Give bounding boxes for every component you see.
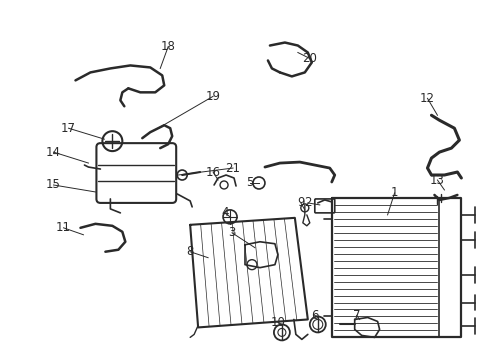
Text: 7: 7 xyxy=(352,309,360,322)
Text: 11: 11 xyxy=(56,221,71,234)
Text: 1: 1 xyxy=(390,186,398,199)
Text: 15: 15 xyxy=(46,179,61,192)
Text: 13: 13 xyxy=(429,174,444,186)
Text: 14: 14 xyxy=(46,145,61,159)
Text: 16: 16 xyxy=(205,166,220,179)
Text: 2: 2 xyxy=(304,197,311,210)
Text: 4: 4 xyxy=(221,206,228,219)
Text: 8: 8 xyxy=(186,245,193,258)
Text: 17: 17 xyxy=(61,122,76,135)
Text: 3: 3 xyxy=(228,226,235,239)
Text: 9: 9 xyxy=(297,197,304,210)
Text: 19: 19 xyxy=(205,90,220,103)
Text: 12: 12 xyxy=(419,92,434,105)
Text: 6: 6 xyxy=(310,309,318,322)
Text: 20: 20 xyxy=(302,52,317,65)
Text: 10: 10 xyxy=(270,316,285,329)
Text: 18: 18 xyxy=(161,40,175,53)
Text: 21: 21 xyxy=(225,162,240,175)
Text: 5: 5 xyxy=(246,176,253,189)
